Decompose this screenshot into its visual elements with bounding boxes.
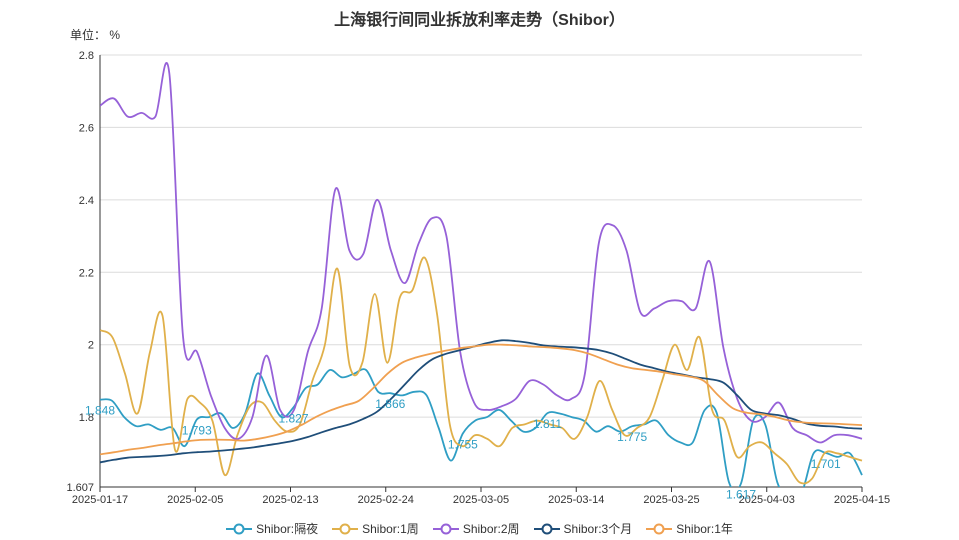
legend-item-2[interactable]: Shibor:2周 xyxy=(432,520,520,537)
data-label: 1.755 xyxy=(448,437,478,451)
legend-label: Shibor:1周 xyxy=(362,522,419,536)
data-label: 1.848 xyxy=(85,404,115,418)
series-line-1 xyxy=(100,256,863,485)
legend-swatch-icon xyxy=(646,523,673,534)
y-tick-label: 1.8 xyxy=(79,412,94,424)
legend-item-0[interactable]: Shibor:隔夜 xyxy=(226,520,318,537)
series-lines xyxy=(100,62,863,487)
data-label: 1.617 xyxy=(726,487,756,501)
legend-swatch-icon xyxy=(432,523,459,534)
legend: Shibor:隔夜 Shibor:1周 Shibor:2周 Shibor:3个月 Shi… xyxy=(0,520,959,537)
legend-item-4[interactable]: Shibor:1年 xyxy=(646,520,733,537)
legend-swatch-icon xyxy=(533,523,560,534)
y-tick-label: 2.4 xyxy=(79,195,94,207)
data-label: 1.827 xyxy=(279,411,309,425)
grid-lines xyxy=(100,54,862,488)
y-tick-label: 1.607 xyxy=(66,482,94,494)
x-tick-label: 2025-04-03 xyxy=(739,494,795,506)
x-tick-label: 2025-02-24 xyxy=(358,494,414,506)
legend-label: Shibor:隔夜 xyxy=(256,522,319,536)
y-tick-label: 2 xyxy=(88,340,94,352)
y-tick-label: 2.8 xyxy=(79,50,94,62)
x-tick-label: 2025-02-05 xyxy=(167,494,223,506)
x-tick-label: 2025-03-05 xyxy=(453,494,509,506)
legend-item-3[interactable]: Shibor:3个月 xyxy=(533,520,633,537)
legend-swatch-icon xyxy=(332,523,359,534)
axes: 1.607 1.8 2 2.2 2.4 2.6 2.8 2025-01-17 2025-02-0… xyxy=(66,50,890,506)
data-label: 1.866 xyxy=(375,397,405,411)
data-label: 1.811 xyxy=(533,417,562,431)
data-label: 1.793 xyxy=(182,424,212,438)
x-tick-label: 2025-04-15 xyxy=(834,494,890,506)
series-line-2 xyxy=(100,62,863,444)
legend-label: Shibor:1年 xyxy=(676,522,733,536)
series-line-4 xyxy=(100,343,863,456)
data-label: 1.775 xyxy=(617,430,647,444)
data-label: 1.701 xyxy=(811,457,841,471)
chart-title: 上海银行间同业拆放利率走势（Shibor） xyxy=(334,12,625,29)
series-line-0 xyxy=(100,368,863,487)
data-labels: 1.848 1.793 1.827 1.866 1.755 1.811 1.775 1.617… xyxy=(85,397,841,501)
x-tick-label: 2025-03-14 xyxy=(548,494,604,506)
legend-item-1[interactable]: Shibor:1周 xyxy=(332,520,419,537)
y-tick-label: 2.2 xyxy=(79,267,94,279)
unit-label: 单位： % xyxy=(70,28,121,42)
legend-label: Shibor:2周 xyxy=(462,522,520,536)
legend-label: Shibor:3个月 xyxy=(563,522,633,536)
x-tick-label: 2025-01-17 xyxy=(72,494,128,506)
y-tick-label: 2.6 xyxy=(79,122,94,134)
x-tick-label: 2025-02-13 xyxy=(262,494,318,506)
legend-swatch-icon xyxy=(226,523,253,534)
x-tick-label: 2025-03-25 xyxy=(643,494,699,506)
